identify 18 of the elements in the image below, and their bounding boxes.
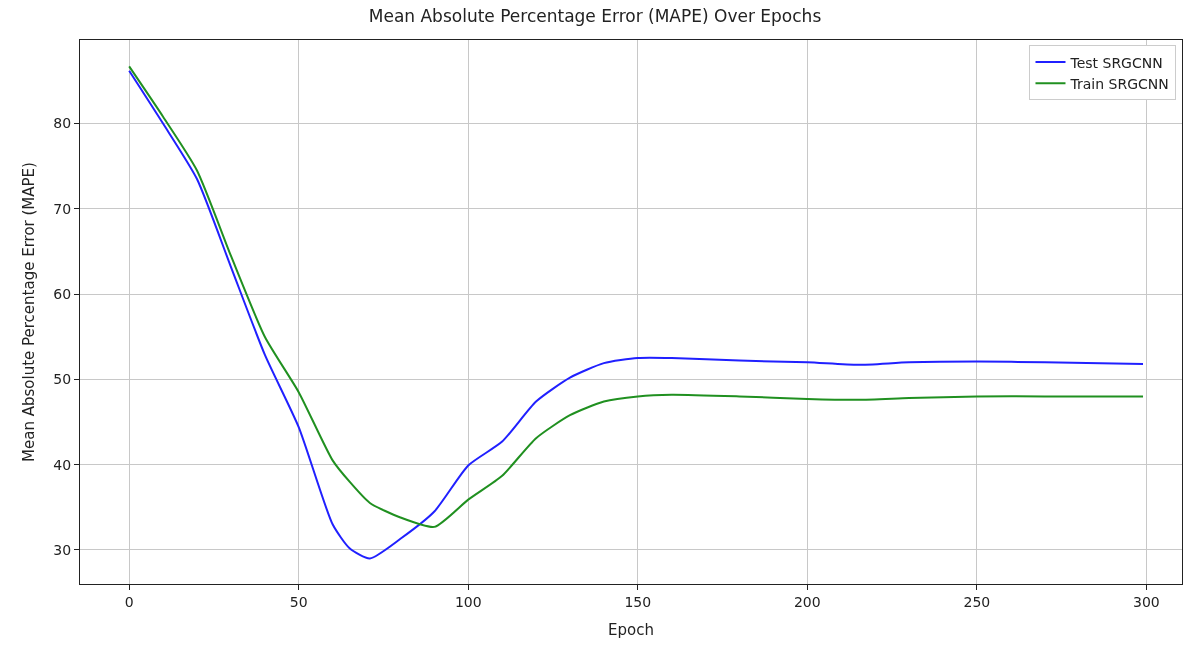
x-tick-label: 50 (289, 593, 308, 610)
x-tick-label: 100 (454, 593, 482, 610)
y-tick-label: 30 (53, 541, 72, 558)
x-tick-label: 250 (963, 593, 991, 610)
y-tick-label: 80 (53, 115, 72, 132)
y-axis-title: Mean Absolute Percentage Error (MAPE) (19, 162, 38, 462)
x-axis-title: Epoch (608, 620, 654, 639)
x-tick-label: 150 (624, 593, 652, 610)
chart-title: Mean Absolute Percentage Error (MAPE) Over Epochs (368, 5, 822, 26)
y-tick-label: 70 (53, 200, 72, 217)
y-tick-label: 50 (53, 371, 72, 388)
legend-label: Train SRGCNN (1069, 75, 1169, 92)
legend-label: Test SRGCNN (1069, 54, 1163, 71)
x-tick-label: 200 (793, 593, 821, 610)
x-tick-label: 300 (1133, 593, 1160, 610)
y-tick-label: 60 (53, 285, 72, 302)
y-tick-label: 40 (53, 456, 72, 473)
x-tick-label: 0 (124, 593, 134, 610)
